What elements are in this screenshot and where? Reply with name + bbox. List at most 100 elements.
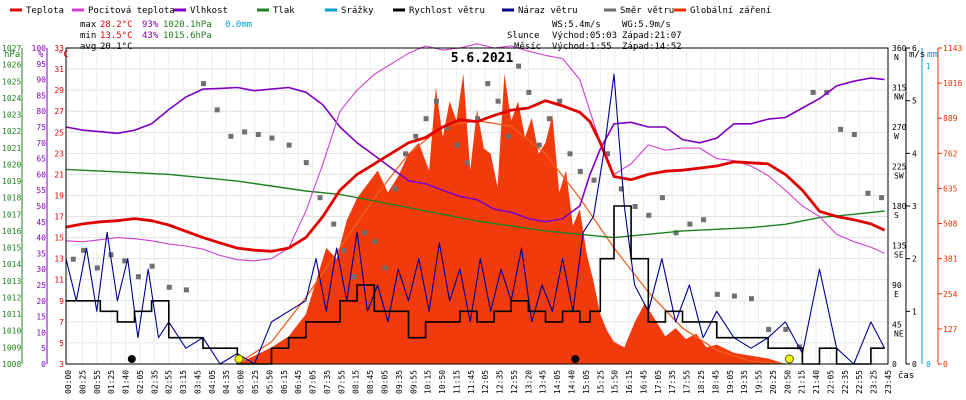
x-tick-label: 09:35 — [395, 370, 404, 394]
wind-direction-point — [567, 151, 573, 157]
temp-tick-label: 21 — [54, 170, 64, 179]
wind-direction-point — [70, 256, 76, 262]
pressure-tick-label: 1009 — [2, 343, 21, 352]
wind-direction-point — [605, 151, 611, 157]
x-tick-label: 21:40 — [812, 370, 821, 394]
pressure-tick-label: 1013 — [2, 277, 21, 286]
stats-max-hum: 93% — [142, 20, 159, 30]
x-tick-label: 12:55 — [510, 370, 519, 394]
wind-direction-point — [444, 125, 450, 130]
x-tick-label: 00:25 — [78, 370, 87, 394]
wind-direction-tick-label: 90 — [892, 281, 902, 290]
x-tick-label: 16:45 — [639, 370, 648, 394]
pressure-tick-label: 1014 — [2, 260, 21, 269]
x-tick-label: 17:05 — [654, 370, 663, 394]
legend-label: Srážky — [341, 6, 374, 16]
wind-direction-point — [183, 287, 189, 293]
x-tick-label: 19:55 — [755, 370, 764, 394]
x-tick-label: 07:35 — [323, 370, 332, 394]
x-tick-label: 18:45 — [711, 370, 720, 394]
wind-direction-point — [646, 212, 652, 218]
humidity-tick-label: 20 — [36, 297, 46, 306]
x-tick-label: 04:35 — [222, 370, 231, 394]
pressure-tick-label: 1025 — [2, 77, 21, 86]
humidity-tick-label: 90 — [36, 76, 46, 85]
x-axis-unit: čas — [898, 370, 914, 381]
stats-max-rain: 0.0mm — [225, 20, 252, 30]
temp-tick-label: 11 — [54, 276, 64, 285]
moonset-value: Západ:14:52 — [622, 42, 682, 52]
wind-direction-point — [286, 142, 292, 148]
temp-tick-label: 15 — [54, 234, 64, 243]
temp-tick-label: 3 — [59, 360, 64, 369]
chart-legend: Teplota Pocitová teplota Vlhkost Tlak Srážky… — [10, 6, 771, 16]
temp-tick-label: 29 — [54, 86, 64, 95]
wind-direction-point — [749, 296, 754, 302]
x-tick-label: 01:25 — [107, 370, 116, 394]
legend-label: Náraz větru — [518, 6, 578, 16]
x-tick-label: 15:25 — [596, 370, 605, 394]
x-tick-label: 00:55 — [93, 370, 102, 394]
wind-direction-letter: SW — [894, 172, 904, 181]
temp-tick-label: 25 — [54, 128, 64, 137]
rain-axis-unit: mm — [927, 50, 938, 60]
wind-direction-point — [201, 81, 206, 87]
pressure-tick-label: 1012 — [2, 294, 21, 303]
pressure-line — [65, 168, 885, 239]
x-tick-label: 04:05 — [208, 370, 217, 394]
wind-direction-point — [577, 168, 583, 174]
humidity-tick-label: 65 — [36, 155, 46, 164]
stats-max-temp: 28.2°C — [100, 20, 133, 30]
x-tick-label: 06:15 — [280, 370, 289, 394]
x-tick-label: 22:35 — [841, 370, 850, 394]
humidity-tick-label: 100 — [32, 44, 47, 53]
x-tick-label: 07:05 — [309, 370, 318, 394]
wind-direction-tick-label: 180 — [892, 202, 907, 211]
pressure-tick-label: 1021 — [2, 144, 21, 153]
humidity-line — [65, 77, 885, 223]
wind-tick-label: 4 — [912, 149, 917, 158]
humidity-tick-label: 85 — [36, 91, 46, 100]
x-tick-label: 15:50 — [611, 370, 620, 394]
wind-direction-point — [382, 265, 388, 271]
x-tick-label: 01:40 — [122, 370, 131, 394]
temp-tick-label: 9 — [59, 297, 64, 306]
wind-direction-point — [372, 239, 378, 245]
wind-direction-point — [526, 89, 532, 95]
sun-moon-panel: WS:5.4m/s WG:5.9m/s Slunce Východ:05:03 Zápa… — [507, 20, 682, 52]
temp-tick-label: 7 — [59, 318, 64, 327]
wind-tick-label: 0 — [912, 360, 917, 369]
wind-direction-point — [341, 247, 347, 253]
pressure-tick-label: 1011 — [2, 310, 21, 319]
wind-direction-point — [687, 221, 693, 227]
x-tick-label: 07:55 — [337, 370, 346, 394]
stats-avg-temp: 20.1°C — [100, 42, 133, 52]
stats-avg-label: avg — [80, 42, 96, 52]
wind-direction-point — [659, 195, 665, 201]
pressure-tick-label: 1015 — [2, 244, 21, 253]
wind-direction-tick-label: 360 — [892, 44, 907, 53]
x-tick-label: 21:15 — [798, 370, 807, 394]
wind-direction-point — [783, 326, 789, 332]
x-tick-label: 12:05 — [481, 370, 490, 394]
temp-tick-label: 17 — [54, 213, 64, 222]
temperature-line — [65, 99, 886, 253]
legend-label: Globální záření — [690, 6, 771, 16]
wind-direction-letter: SE — [894, 251, 904, 260]
wind-direction-letter: S — [894, 211, 899, 220]
temp-tick-label: 31 — [54, 65, 64, 74]
sunrise-value: Východ:05:03 — [552, 31, 617, 41]
x-tick-label: 02:05 — [136, 370, 145, 394]
stats-min-press: 1015.6hPa — [163, 31, 212, 41]
wind-direction-point — [701, 217, 707, 223]
wind-direction-tick-label: 0 — [892, 360, 897, 369]
moon-label: Měsíc — [514, 42, 541, 52]
x-tick-label: 05:00 — [237, 370, 246, 394]
rain-tick-label: 1 — [926, 62, 931, 71]
humidity-tick-label: 10 — [36, 328, 46, 337]
x-tick-label: 20:25 — [769, 370, 778, 394]
humidity-axis-unit: % — [38, 50, 44, 60]
humidity-tick-label: 55 — [36, 186, 46, 195]
x-tick-label: 13:20 — [524, 370, 533, 394]
